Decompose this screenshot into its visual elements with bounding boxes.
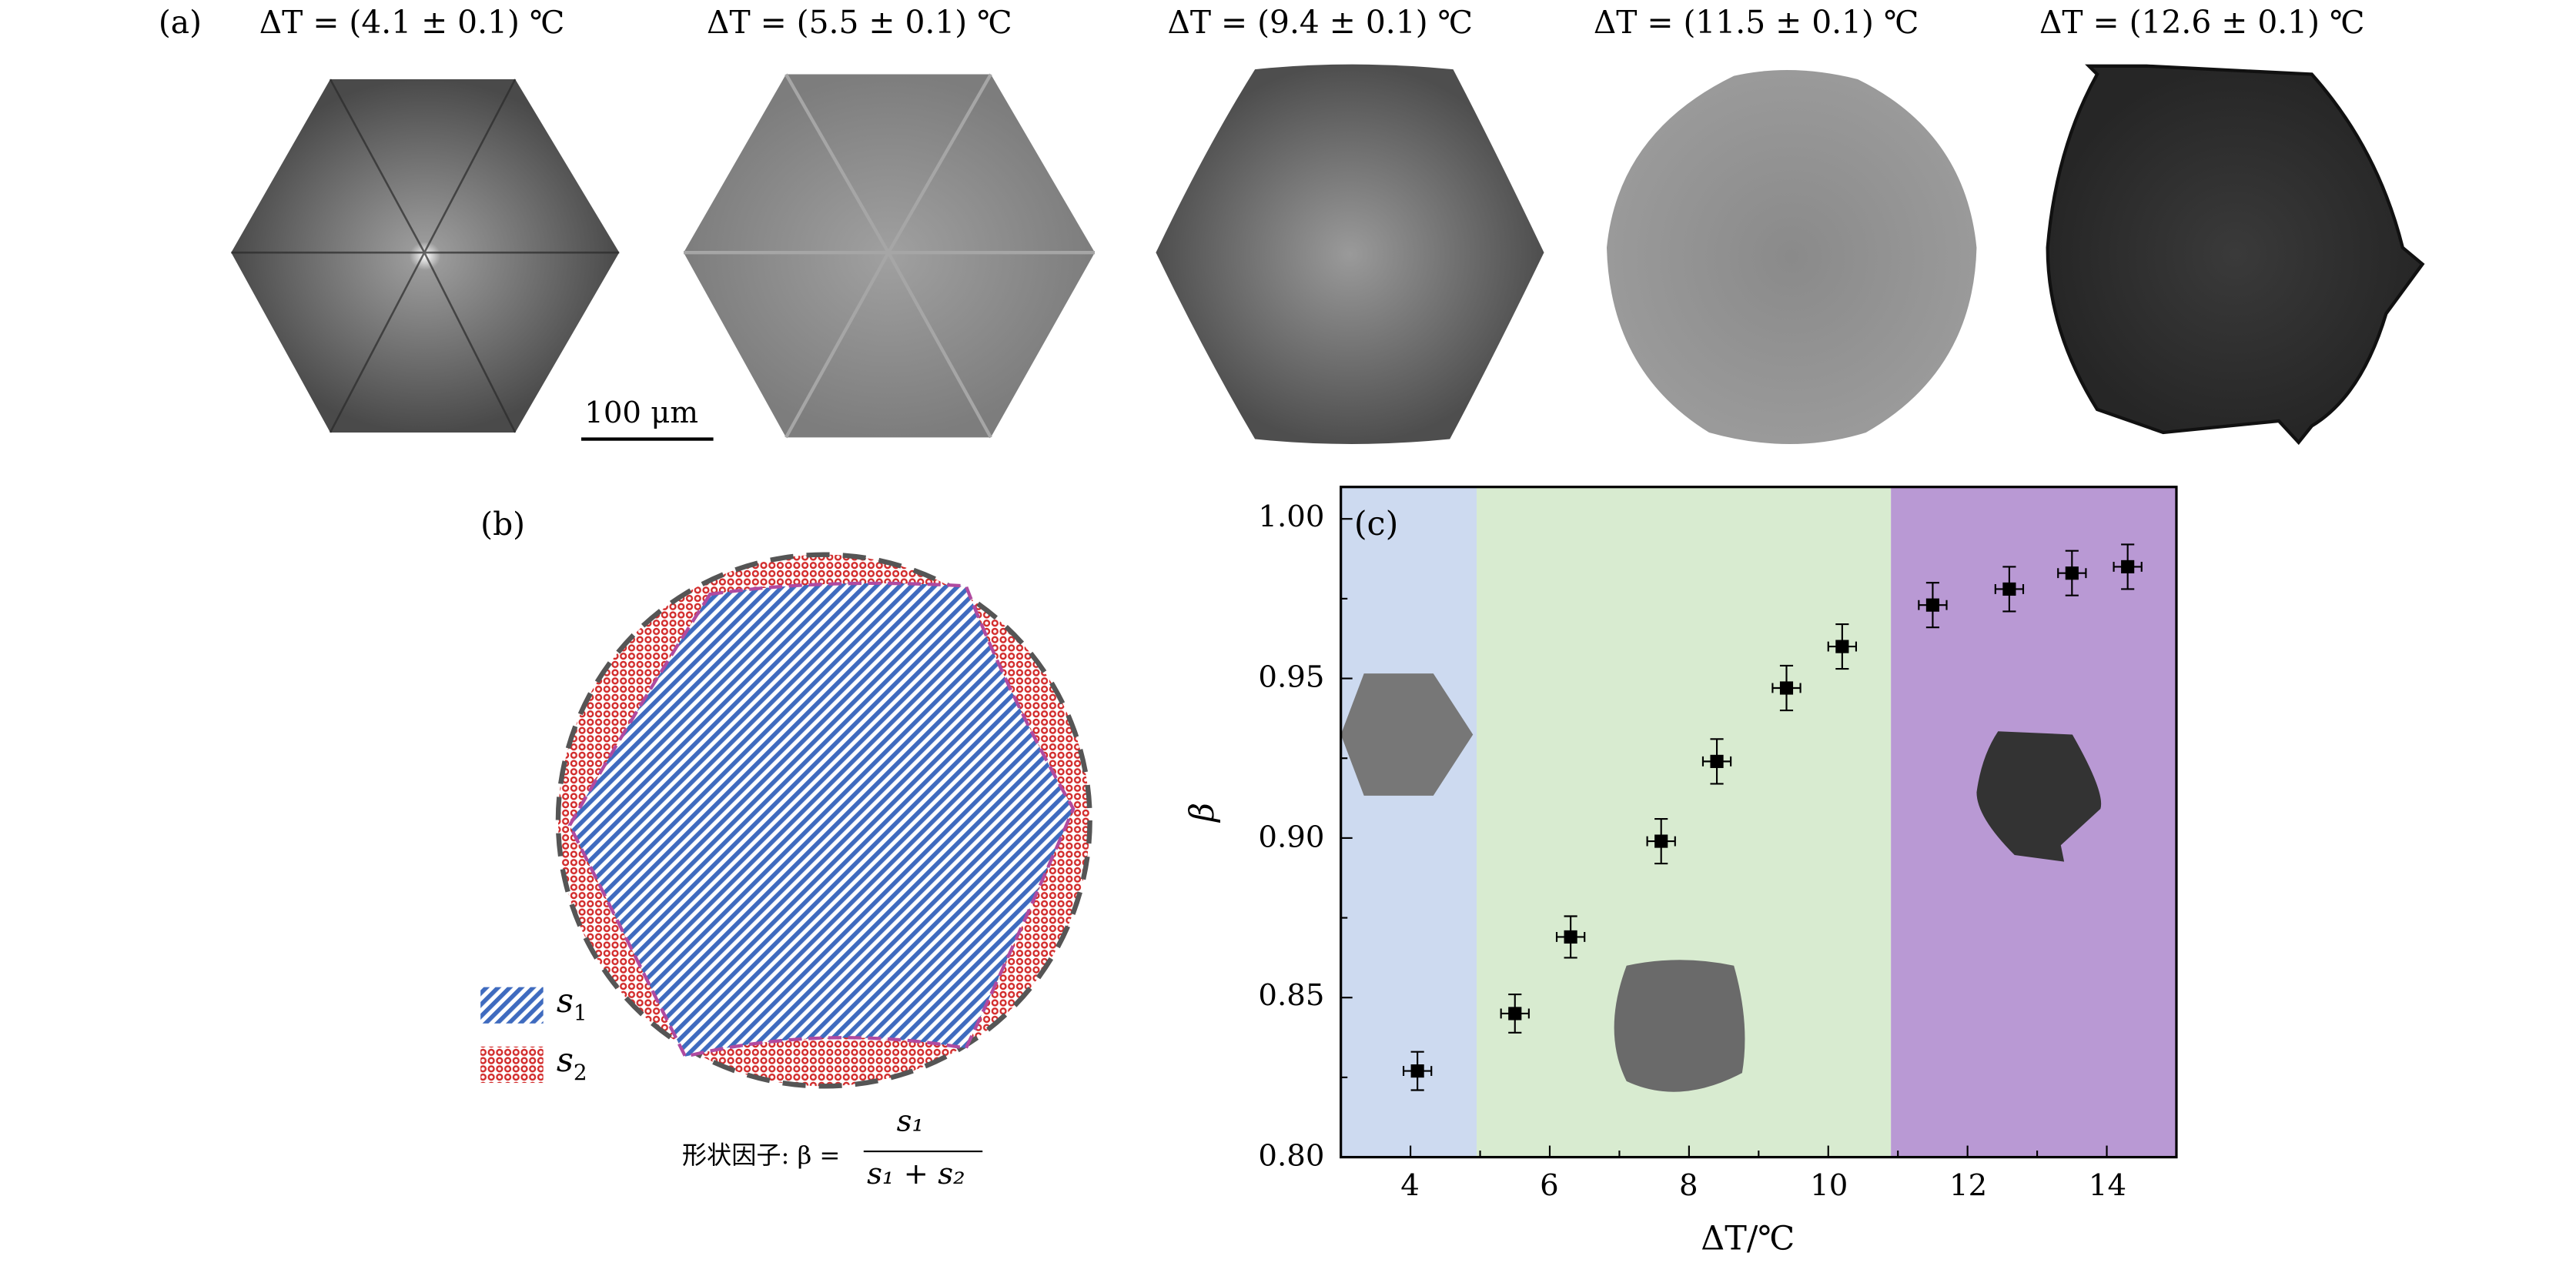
y-tick-label: 0.80 (1258, 1138, 1325, 1174)
y-tick-label: 1.00 (1258, 500, 1325, 536)
x-tick-label: 12 (1949, 1168, 1988, 1204)
data-point-10 (2065, 566, 2079, 580)
data-point-11 (2121, 560, 2135, 573)
data-point-8 (1925, 598, 1940, 612)
y-tick-label: 0.85 (1258, 979, 1325, 1014)
crystal-caption-2: ΔT = (5.5 ± 0.1) ℃ (707, 5, 1012, 42)
y-tick-label: 0.95 (1258, 660, 1325, 696)
x-tick-label: 14 (2088, 1168, 2127, 1204)
crystal-caption-1: ΔT = (4.1 ± 0.1) ℃ (259, 5, 565, 42)
y-axis-label: β (1182, 802, 1222, 822)
crystal-caption-5: ΔT = (12.6 ± 0.1) ℃ (2039, 5, 2365, 42)
data-point-5 (1710, 754, 1724, 768)
data-point-7 (1835, 640, 1849, 653)
crystal-image-5 (2046, 64, 2425, 446)
legend-label-s2: s2 (556, 1040, 587, 1087)
crystal-image-4 (1606, 70, 1977, 444)
legend-swatch-s1 (480, 987, 544, 1024)
inset-crystal-rounded (1614, 960, 1745, 1092)
crystal-image-3 (1156, 64, 1544, 444)
legend-swatch-s2 (480, 1046, 544, 1084)
legend-label-s1: s1 (556, 980, 587, 1027)
inset-crystal-hexagonal (1340, 673, 1474, 796)
inset-crystal-dark (1976, 731, 2102, 862)
x-tick-label: 10 (1810, 1168, 1848, 1204)
y-tick-label: 0.90 (1258, 820, 1325, 855)
crystal-image-1 (231, 78, 620, 433)
data-point-4 (1654, 834, 1668, 848)
x-axis-label: ΔT/℃ (1701, 1218, 1795, 1258)
panel-b-label: (b) (480, 506, 526, 543)
x-tick-label: 4 (1400, 1168, 1420, 1204)
panel-c-label: (c) (1353, 503, 1399, 543)
x-tick-label: 8 (1678, 1168, 1698, 1204)
crystal-caption-3: ΔT = (9.4 ± 0.1) ℃ (1167, 5, 1474, 42)
crystal-area-s1 (567, 581, 1076, 1059)
data-point-3 (1564, 930, 1577, 944)
region-1 (1340, 486, 1477, 1157)
scale-bar (581, 437, 714, 441)
data-point-6 (1779, 681, 1794, 695)
x-tick-label: 6 (1540, 1168, 1559, 1204)
data-point-1 (1410, 1064, 1424, 1078)
scale-bar-label: 100 μm (584, 396, 698, 431)
crystal-caption-4: ΔT = (11.5 ± 0.1) ℃ (1593, 5, 1919, 42)
crystal-image-2 (683, 73, 1096, 439)
data-point-9 (2002, 582, 2016, 596)
panel-a-label: (a) (158, 5, 202, 42)
data-point-2 (1508, 1007, 1522, 1020)
